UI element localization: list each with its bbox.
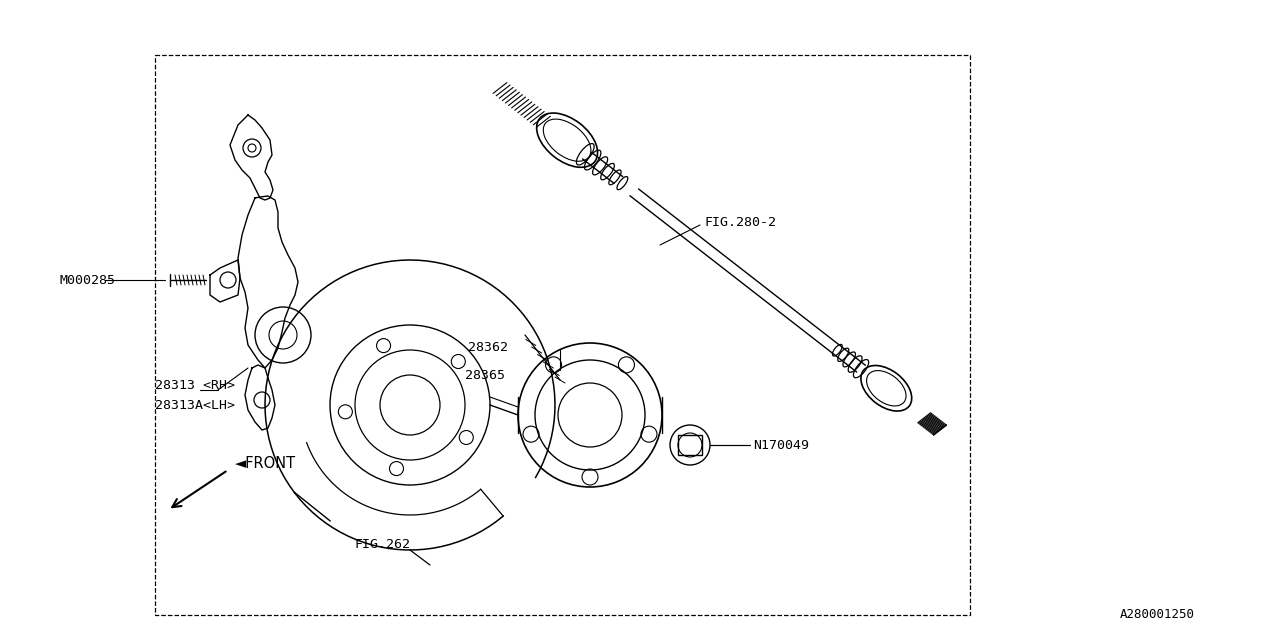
Text: N170049: N170049 [753, 438, 809, 451]
Text: 28313A<LH>: 28313A<LH> [155, 399, 236, 412]
Text: M000285: M000285 [60, 273, 116, 287]
Text: 28365: 28365 [465, 369, 506, 381]
Text: ◄FRONT: ◄FRONT [236, 456, 296, 470]
Text: A280001250: A280001250 [1120, 609, 1196, 621]
Bar [678, 435, 701, 455]
Text: FIG.280-2: FIG.280-2 [705, 216, 777, 228]
Text: 28362: 28362 [468, 340, 508, 353]
Text: 28313 <RH>: 28313 <RH> [155, 378, 236, 392]
Text: FIG.262: FIG.262 [355, 538, 411, 552]
